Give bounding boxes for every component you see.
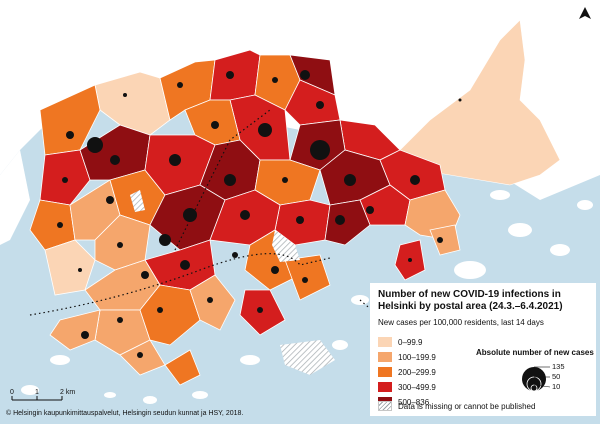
size-legend-title: Absolute number of new cases [476, 348, 594, 357]
legend-swatch [378, 337, 392, 347]
legend-class-row: 0–99.9 [378, 336, 436, 348]
size-circle-large [522, 367, 546, 391]
map-credit: © Helsingin kaupunkimittauspalvelut, Hel… [6, 410, 244, 417]
legend-swatch [378, 367, 392, 377]
legend-swatch [378, 382, 392, 392]
legend-swatch [378, 352, 392, 362]
region-ostersundom [399, 19, 561, 186]
size-label-small: 10 [552, 382, 560, 391]
size-legend: 135 50 10 [522, 362, 565, 392]
legend-class-row: 200–299.9 [378, 366, 436, 378]
missing-data-label: Data is missing or cannot be published [398, 401, 536, 411]
postal-areas [29, 49, 461, 386]
scale-bar: 0 1 2 km [10, 389, 75, 401]
legend-subtitle: New cases per 100,000 residents, last 14… [378, 318, 544, 327]
legend-class-label: 0–99.9 [398, 337, 423, 347]
legend-missing-row: Data is missing or cannot be published [378, 401, 535, 411]
legend-class-row: 300–499.9 [378, 381, 436, 393]
legend-class-row: 100–199.9 [378, 351, 436, 363]
scale-label-2: 2 km [60, 389, 75, 396]
size-label-medium: 50 [552, 372, 560, 381]
missing-data-swatch [378, 401, 392, 411]
legend-class-label: 200–299.9 [398, 367, 436, 377]
surrounding-land-west [0, 150, 30, 245]
scale-label-0: 0 [10, 389, 14, 396]
legend-panel: Number of new COVID-19 infections in Hel… [370, 283, 596, 416]
legend-class-label: 500–836 [398, 397, 430, 407]
legend-title: Number of new COVID-19 infections in Hel… [378, 289, 563, 312]
legend-class-label: 300–499.9 [398, 382, 436, 392]
scale-label-1: 1 [35, 389, 39, 396]
north-arrow-icon [579, 7, 591, 19]
size-label-large: 135 [552, 362, 565, 371]
legend-class-label: 100–199.9 [398, 352, 436, 362]
class-list: 0–99.9 100–199.9 200–299.9 300–499.9 500… [378, 336, 436, 411]
case-circles [57, 70, 462, 358]
metro-line [29, 253, 331, 316]
